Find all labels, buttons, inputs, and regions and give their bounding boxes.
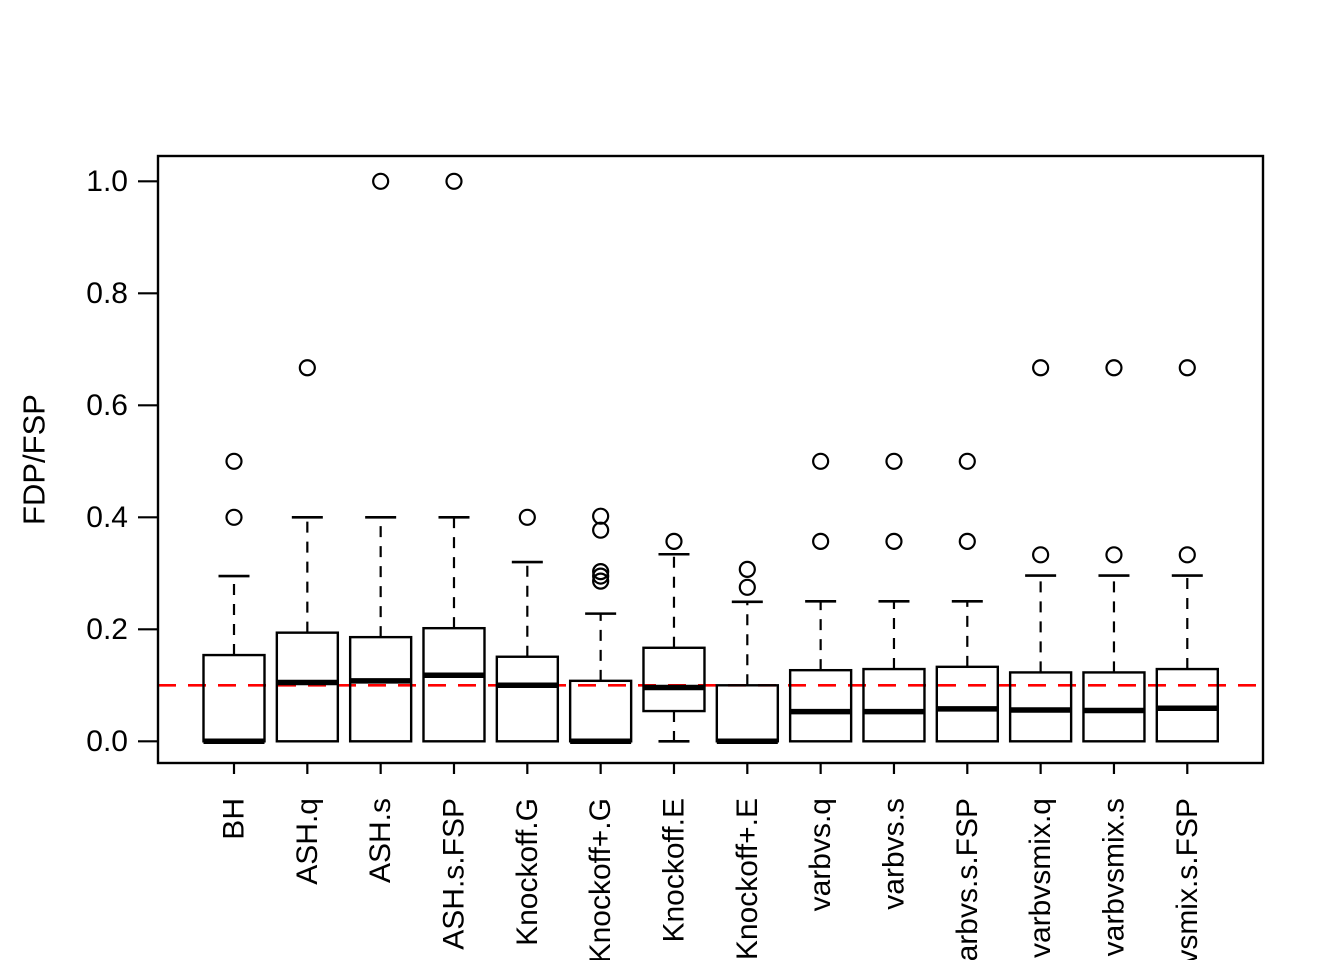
y-axis-title: FDP/FSP bbox=[17, 394, 52, 525]
x-tick-label: varbvsmix.s bbox=[1097, 798, 1130, 956]
boxplot-varbvsmix.s bbox=[1082, 359, 1146, 743]
boxplot-ASH.q bbox=[275, 359, 340, 743]
y-tick-label: 0.6 bbox=[86, 389, 128, 422]
x-tick-label: BH bbox=[218, 798, 251, 840]
x-tick-label: Knockoff.G bbox=[511, 798, 544, 946]
x-tick-label: ASH.s bbox=[364, 798, 397, 883]
x-tick-label: varbvsmix.q bbox=[1024, 798, 1057, 958]
y-tick-label: 0.4 bbox=[86, 501, 128, 534]
boxplot-ASH.s.FSP bbox=[422, 172, 486, 743]
boxplot-varbvsmix.q bbox=[1008, 359, 1073, 743]
x-tick-label: ASH.s.FSP bbox=[437, 798, 470, 950]
boxplot-varbvs.s.FSP bbox=[935, 452, 999, 743]
y-tick-label: 0.8 bbox=[86, 277, 128, 310]
boxplot-Knockoff.E bbox=[642, 532, 706, 743]
x-tick-label: Knockoff.E bbox=[657, 798, 690, 943]
boxplot-Knockoff+.E bbox=[715, 560, 780, 745]
boxplot-Knockoff.G bbox=[495, 508, 560, 743]
boxplot-ASH.s bbox=[348, 172, 413, 743]
boxplot-varbvsmix.s.FSP bbox=[1155, 359, 1219, 743]
x-tick-label: varbvs.q bbox=[804, 798, 837, 911]
plot-frame bbox=[156, 154, 1265, 765]
boxplot-Knockoff+.G bbox=[568, 507, 633, 745]
y-tick-label: 0.0 bbox=[86, 725, 128, 758]
x-tick-label: varbvs.s.FSP bbox=[951, 798, 984, 960]
x-tick-label: varbvs.s bbox=[877, 798, 910, 910]
x-tick-label: varbvsmix.s.FSP bbox=[1171, 798, 1204, 960]
x-tick-label: ASH.q bbox=[291, 798, 324, 885]
boxplot-BH bbox=[202, 452, 266, 745]
x-tick-label: Knockoff+.G bbox=[584, 798, 617, 960]
x-tick-label: Knockoff+.E bbox=[731, 798, 764, 960]
boxplot-varbvs.q bbox=[788, 452, 853, 743]
y-tick-label: 0.2 bbox=[86, 613, 128, 646]
y-tick-label: 1.0 bbox=[86, 165, 128, 198]
boxplot-varbvs.s bbox=[862, 452, 926, 743]
